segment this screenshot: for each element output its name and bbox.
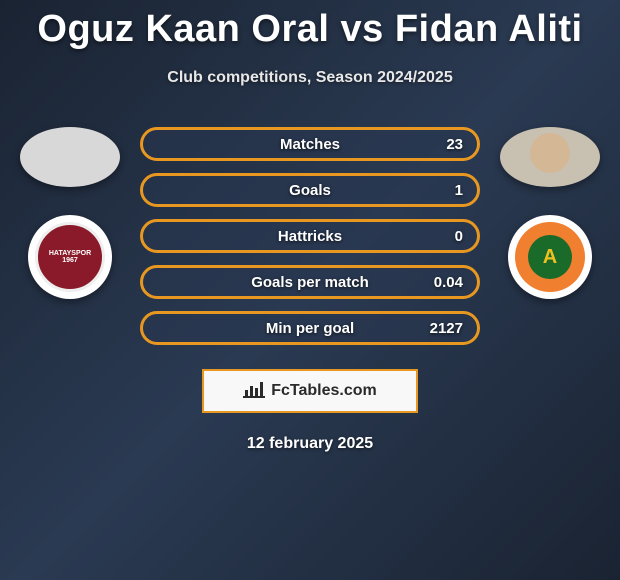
team-left-name: HATAYSPOR bbox=[49, 250, 91, 257]
stat-bar-matches: Matches 23 bbox=[140, 127, 480, 161]
stat-label: Goals per match bbox=[251, 274, 369, 291]
left-column: HATAYSPOR 1967 bbox=[20, 127, 120, 299]
stat-bar-hattricks: Hattricks 0 bbox=[140, 219, 480, 253]
brand-text: FcTables.com bbox=[271, 382, 377, 400]
right-column: A bbox=[500, 127, 600, 299]
stat-right-value: 2127 bbox=[430, 320, 463, 337]
team-left-year: 1967 bbox=[62, 257, 78, 264]
stat-label: Matches bbox=[280, 136, 340, 153]
stat-label: Hattricks bbox=[278, 228, 342, 245]
page-title: Oguz Kaan Oral vs Fidan Aliti bbox=[0, 8, 620, 51]
stat-right-value: 1 bbox=[433, 182, 463, 199]
subtitle: Club competitions, Season 2024/2025 bbox=[0, 69, 620, 87]
chart-icon bbox=[243, 380, 265, 403]
date-line: 12 february 2025 bbox=[0, 435, 620, 453]
player-left-avatar bbox=[20, 127, 120, 187]
team-right-badge-letter: A bbox=[528, 235, 572, 279]
comparison-card: Oguz Kaan Oral vs Fidan Aliti Club compe… bbox=[0, 0, 620, 453]
stat-bar-goals-per-match: Goals per match 0.04 bbox=[140, 265, 480, 299]
team-right-badge: A bbox=[508, 215, 592, 299]
stat-bar-min-per-goal: Min per goal 2127 bbox=[140, 311, 480, 345]
stat-right-value: 0 bbox=[433, 228, 463, 245]
player-right-avatar bbox=[500, 127, 600, 187]
brand-box[interactable]: FcTables.com bbox=[202, 369, 418, 413]
team-left-badge: HATAYSPOR 1967 bbox=[28, 215, 112, 299]
team-left-badge-inner: HATAYSPOR 1967 bbox=[35, 222, 105, 292]
stats-column: Matches 23 Goals 1 Hattricks 0 Goals per… bbox=[140, 127, 480, 345]
stat-right-value: 23 bbox=[433, 136, 463, 153]
stat-bar-goals: Goals 1 bbox=[140, 173, 480, 207]
main-row: HATAYSPOR 1967 Matches 23 Goals 1 Hattri… bbox=[0, 127, 620, 345]
stat-label: Min per goal bbox=[266, 320, 354, 337]
team-right-badge-inner: A bbox=[515, 222, 585, 292]
stat-right-value: 0.04 bbox=[433, 274, 463, 291]
stat-label: Goals bbox=[289, 182, 331, 199]
